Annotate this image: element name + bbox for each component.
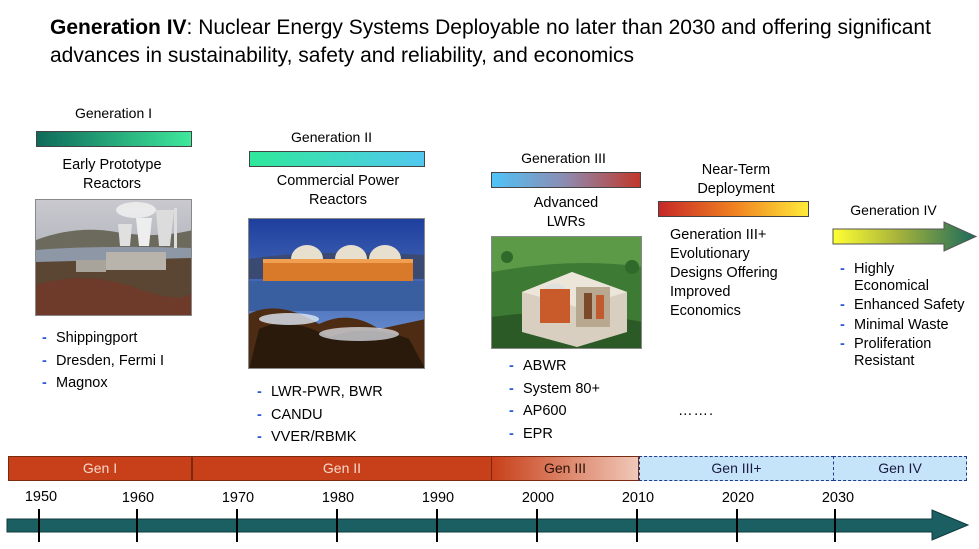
list-item: Magnox	[42, 372, 164, 395]
gen2-examples: LWR-PWR, BWR CANDU VVER/RBMK	[257, 381, 383, 449]
list-item: Dresden, Fermi I	[42, 350, 164, 373]
list-item: Highly Economical	[840, 261, 972, 294]
list-item: Proliferation Resistant	[840, 336, 972, 369]
timeline-segment-gen2: Gen II	[192, 456, 492, 481]
gen2-photo	[248, 218, 425, 369]
gen2-desc: Commercial Power Reactors	[276, 173, 400, 208]
year-label: 2000	[521, 490, 555, 506]
timeline-segment-gen3: Gen III	[491, 456, 639, 481]
list-item: ABWR	[509, 355, 600, 378]
list-item: Enhanced Safety	[840, 297, 972, 314]
year-label: 1980	[321, 490, 355, 506]
timeline-segment-gen4: Gen IV	[833, 456, 967, 481]
page-title: Generation IV: Nuclear Energy Systems De…	[50, 14, 950, 70]
list-item: LWR-PWR, BWR	[257, 381, 383, 404]
timeline-tick	[336, 509, 338, 542]
gen3plus-bar	[658, 201, 809, 217]
list-item: EPR	[509, 423, 600, 446]
gen1-photo	[35, 199, 192, 316]
year-label: 2020	[721, 490, 755, 506]
gen1-label: Generation I	[74, 105, 153, 121]
gen3-label: Generation III	[521, 150, 606, 166]
gen3-desc: Advanced LWRs	[533, 195, 599, 230]
gen4-goals: Highly Economical Enhanced Safety Minima…	[840, 261, 972, 372]
timeline-tick	[38, 509, 40, 542]
year-label: 1950	[24, 489, 58, 505]
gen3plus-more: …….	[678, 403, 715, 419]
timeline-tick	[436, 509, 438, 542]
list-item: VVER/RBMK	[257, 426, 383, 449]
gen3plus-desc: Generation III+ Evolutionary Designs Off…	[670, 227, 778, 319]
year-label: 2010	[621, 490, 655, 506]
gen3-photo	[491, 236, 642, 349]
gen1-examples: Shippingport Dresden, Fermi I Magnox	[42, 327, 164, 395]
title-bold: Generation IV	[50, 16, 187, 39]
timeline-tick	[236, 509, 238, 542]
gen2-label: Generation II	[291, 129, 372, 145]
list-item: System 80+	[509, 378, 600, 401]
list-item: AP600	[509, 400, 600, 423]
near-term-label: Near-Term Deployment	[697, 162, 775, 197]
list-item: CANDU	[257, 404, 383, 427]
timeline-segment-gen3plus: Gen III+	[639, 456, 834, 481]
title-rest: : Nuclear Energy Systems Deployable no l…	[50, 16, 931, 67]
list-item: Minimal Waste	[840, 317, 972, 334]
timeline-segment-gen1: Gen I	[8, 456, 192, 481]
list-item: Shippingport	[42, 327, 164, 350]
timeline-tick	[536, 509, 538, 542]
timeline-tick	[136, 509, 138, 542]
timeline-tick	[834, 509, 836, 542]
year-label: 1970	[221, 490, 255, 506]
gen1-desc: Early Prototype Reactors	[62, 157, 162, 192]
gen3-bar	[491, 172, 641, 188]
year-label: 1990	[421, 490, 455, 506]
gen4-label: Generation IV	[850, 202, 937, 218]
gen3-examples: ABWR System 80+ AP600 EPR	[509, 355, 600, 445]
gen4-arrow	[832, 221, 978, 252]
year-label: 2030	[821, 490, 855, 506]
gen1-bar	[36, 131, 192, 147]
gen2-bar	[249, 151, 425, 167]
year-label: 1960	[121, 490, 155, 506]
timeline-tick	[636, 509, 638, 542]
timeline-tick	[736, 509, 738, 542]
timeline-arrow	[6, 509, 970, 541]
